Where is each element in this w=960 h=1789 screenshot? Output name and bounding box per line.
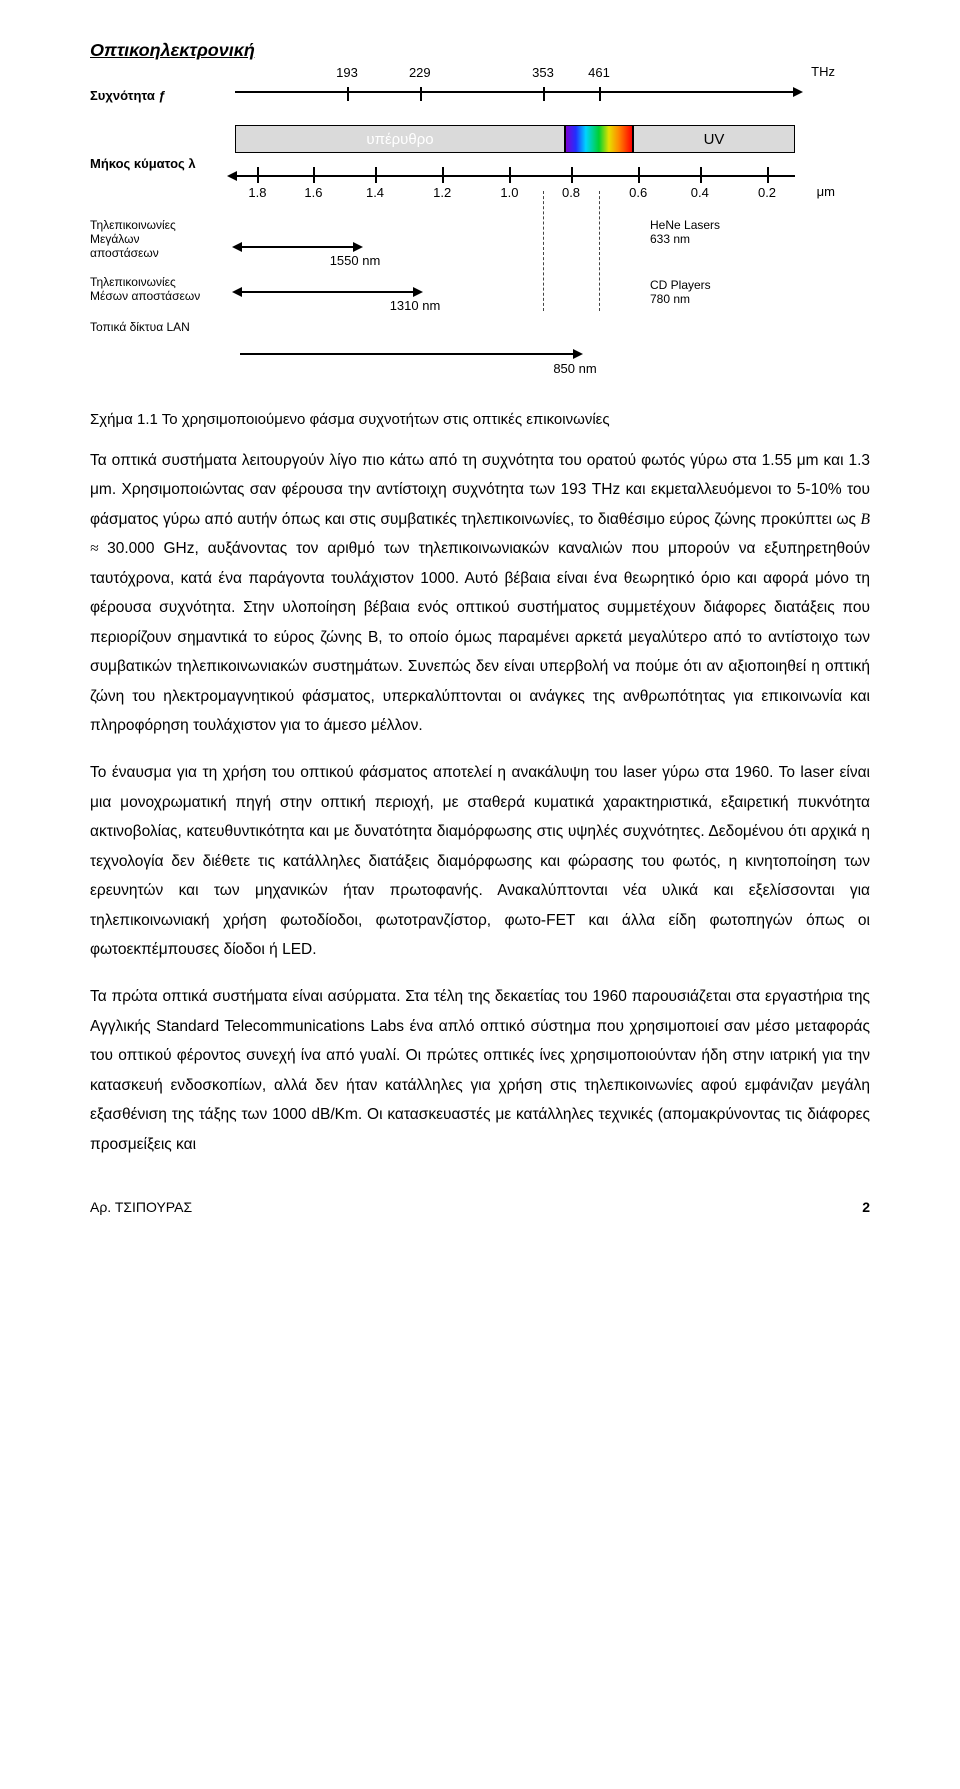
wl-tick-label: 1.8: [248, 185, 266, 200]
wl-unit: μm: [817, 185, 835, 199]
freq-label: Συχνότητα ƒ: [90, 89, 166, 103]
freq-tick-label: 461: [588, 65, 610, 80]
wl-tick: [442, 167, 444, 183]
cat-lan: Τοπικά δίκτυα LAN: [90, 321, 190, 335]
wl-tick: [375, 167, 377, 183]
freq-tick: [420, 87, 422, 101]
wl-tick: [509, 167, 511, 183]
footer-page-number: 2: [862, 1199, 870, 1215]
hene-note: HeNe Lasers 633 nm: [650, 219, 720, 247]
page-header-title: Οπτικοηλεκτρονική: [90, 40, 870, 61]
wavelength-label: Μήκος κύματος λ: [90, 157, 196, 171]
paragraph-1: Τα οπτικά συστήματα λειτουργούν λίγο πιο…: [90, 446, 870, 740]
wl-tick-label: 0.4: [691, 185, 709, 200]
range-1310-label: 1310 nm: [390, 298, 441, 313]
range-850-label: 850 nm: [553, 361, 596, 376]
uv-band: UV: [633, 125, 795, 153]
wl-tick: [313, 167, 315, 183]
freq-tick: [347, 87, 349, 101]
freq-tick: [543, 87, 545, 101]
wl-tick: [700, 167, 702, 183]
range-1550: [240, 246, 355, 248]
range-850: [240, 353, 575, 355]
p1-text-b: 30.000 GHz, αυξάνοντας τον αριθμό των τη…: [90, 540, 870, 734]
paragraph-2: Το έναυσμα για τη χρήση του οπτικού φάσμ…: [90, 758, 870, 964]
freq-tick: [599, 87, 601, 101]
wavelength-axis: 1.81.61.41.21.00.80.60.40.2 μm: [235, 175, 795, 177]
freq-unit: THz: [811, 65, 835, 79]
footer-author: Αρ. ΤΣΙΠΟΥΡΑΣ: [90, 1199, 192, 1215]
range-1550-label: 1550 nm: [330, 253, 381, 268]
spectrum-band: υπέρυθρο UV: [235, 125, 795, 153]
p1-text-a: Τα οπτικά συστήματα λειτουργούν λίγο πιο…: [90, 452, 870, 528]
wl-tick: [571, 167, 573, 183]
figure-caption: Σχήμα 1.1 Το χρησιμοποιούμενο φάσμα συχν…: [90, 411, 870, 428]
cat-medium-distance: Τηλεπικοινωνίες Μέσων αποστάσεων: [90, 276, 200, 304]
freq-tick-label: 229: [409, 65, 431, 80]
freq-tick-label: 193: [336, 65, 358, 80]
wl-tick: [767, 167, 769, 183]
page-footer: Αρ. ΤΣΙΠΟΥΡΑΣ 2: [90, 1199, 870, 1215]
wl-tick: [638, 167, 640, 183]
cd-note: CD Players 780 nm: [650, 279, 711, 307]
vertical-guide: [543, 191, 544, 311]
visible-band: [565, 125, 633, 153]
frequency-axis: 193229353461 THz: [235, 91, 795, 93]
wl-tick-label: 0.2: [758, 185, 776, 200]
infrared-band: υπέρυθρο: [235, 125, 565, 153]
cat-long-distance: Τηλεπικοινωνίες Μεγάλων αποστάσεων: [90, 219, 176, 260]
wl-tick-label: 0.8: [562, 185, 580, 200]
spectrum-figure: Συχνότητα ƒ Μήκος κύματος λ 193229353461…: [90, 81, 870, 381]
wl-tick-label: 1.4: [366, 185, 384, 200]
wl-tick: [257, 167, 259, 183]
wl-tick-label: 0.6: [629, 185, 647, 200]
paragraph-3: Τα πρώτα οπτικά συστήματα είναι ασύρματα…: [90, 982, 870, 1159]
wl-tick-label: 1.6: [304, 185, 322, 200]
range-1310: [240, 291, 415, 293]
freq-tick-label: 353: [532, 65, 554, 80]
wl-tick-label: 1.2: [433, 185, 451, 200]
wl-tick-label: 1.0: [500, 185, 518, 200]
vertical-guide: [599, 191, 600, 311]
